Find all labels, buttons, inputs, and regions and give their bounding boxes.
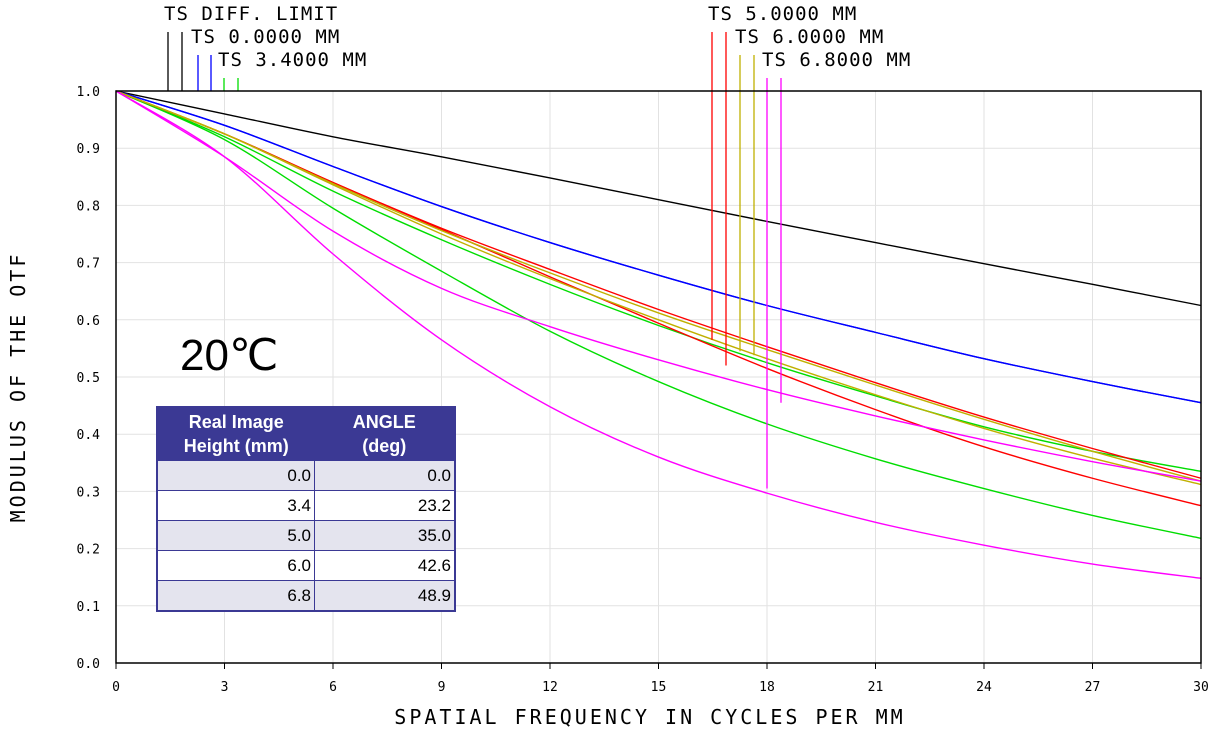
x-tick-label: 21 [868,680,884,695]
x-tick-label: 27 [1085,680,1101,695]
table-header-height: Real Image Height (mm) [157,407,315,461]
y-tick-label: 0.6 [77,314,100,329]
series-line [115,90,1202,486]
table-header-row: Real Image Height (mm) ANGLE (deg) [157,407,455,461]
series-line [115,90,1202,580]
y-tick-label: 0.1 [77,600,100,615]
y-tick-label: 0.9 [77,142,100,157]
series-line [115,90,1202,507]
table-row: 3.4 23.2 [157,490,455,521]
series-line [115,90,1202,404]
y-tick-label: 1.0 [77,85,100,100]
table-cell-height: 6.8 [157,580,315,611]
table-cell-angle: 35.0 [314,520,455,551]
table-cell-angle: 42.6 [314,550,455,581]
y-axis-title: MODULUS OF THE OTF [6,252,30,523]
y-tick-labels: 0.0 0.1 0.2 0.3 0.4 0.5 0.6 0.7 0.8 0.9 1.0 [77,85,101,672]
x-tick-label: 3 [221,680,229,695]
table-cell-angle: 23.2 [314,490,455,521]
image-height-angle-table: Real Image Height (mm) ANGLE (deg) 0.0 0.… [156,406,456,612]
table-cell-height: 5.0 [157,520,315,551]
series-line [115,90,1202,307]
legend-label: TS 5.0000 MM [708,3,857,25]
x-tick-label: 12 [542,680,558,695]
table-cell-height: 6.0 [157,550,315,581]
legend-label: TS 6.8000 MM [762,49,911,71]
x-tick-label: 0 [112,680,120,695]
table-header-angle: ANGLE (deg) [314,407,455,461]
legend-label: TS DIFF. LIMIT [164,3,338,25]
table-cell-angle: 0.0 [314,460,455,491]
table-row: 6.0 42.6 [157,550,455,581]
series-curves [115,90,1202,580]
table-cell-height: 0.0 [157,460,315,491]
table-cell-angle: 48.9 [314,580,455,611]
temperature-label: 20℃ [180,331,279,380]
y-tick-label: 0.3 [77,485,100,500]
y-tick-label: 0.8 [77,199,100,214]
x-tick-label: 9 [438,680,446,695]
table-row: 5.0 35.0 [157,520,455,551]
x-tick-label: 18 [759,680,775,695]
series-line [115,90,1202,539]
legend-label: TS 3.4000 MM [218,49,367,71]
table-row: 6.8 48.9 [157,580,455,611]
y-tick-label: 0.4 [77,428,101,443]
y-tick-label: 0.7 [77,257,100,272]
x-axis-title: SPATIAL FREQUENCY IN CYCLES PER MM [394,705,905,729]
x-tick-labels: 0 3 6 9 12 15 18 21 24 27 30 [112,663,1209,695]
x-tick-label: 6 [329,680,337,695]
table-cell-height: 3.4 [157,490,315,521]
x-tick-label: 15 [651,680,667,695]
series-line [115,90,1202,482]
y-tick-label: 0.5 [77,371,100,386]
legend-label: TS 6.0000 MM [735,26,884,48]
legend-label: TS 0.0000 MM [191,26,340,48]
x-tick-label: 30 [1193,680,1209,695]
x-tick-label: 24 [976,680,992,695]
y-tick-label: 0.2 [77,543,100,558]
table-row: 0.0 0.0 [157,460,455,491]
series-line [115,90,1202,473]
y-tick-label: 0.0 [77,657,100,672]
